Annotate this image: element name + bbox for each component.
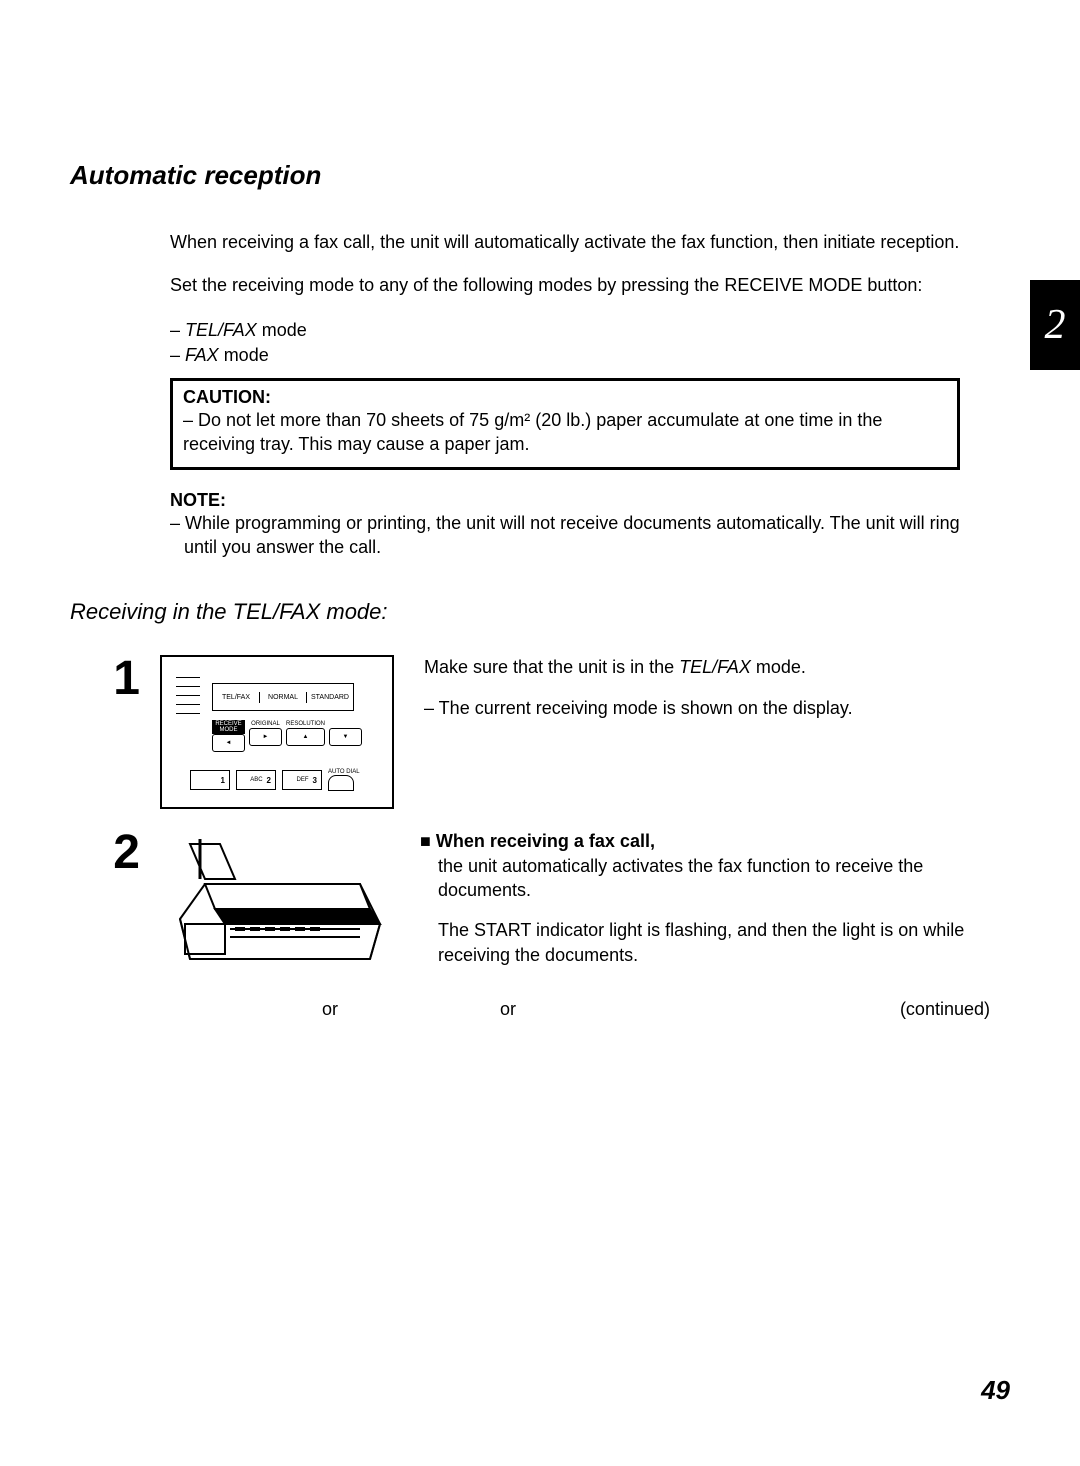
subsection-title: Receiving in the TEL/FAX mode:: [70, 599, 1010, 625]
step-1: 1 TEL/FAX NORMAL STANDARD RECEIVE MODE ◄…: [70, 655, 1010, 809]
note-text: – While programming or printing, the uni…: [170, 511, 960, 560]
mode1-prefix: –: [170, 320, 185, 340]
step-1-number: 1: [70, 655, 140, 703]
key-3: DEF3: [282, 770, 322, 790]
btn-resolution-label: RESOLUTION: [286, 720, 325, 728]
or-mid: or: [500, 999, 560, 1020]
btn-down: ▼: [329, 728, 362, 746]
caution-label: CAUTION:: [183, 387, 947, 408]
section-title: Automatic reception: [70, 160, 1010, 191]
mode2-prefix: –: [170, 345, 185, 365]
btn-receive-mode: ◄: [212, 734, 245, 752]
step-2-number: 2: [70, 829, 140, 877]
or-row: or or (continued): [160, 999, 1010, 1020]
note-block: NOTE: – While programming or printing, t…: [170, 490, 960, 560]
mode2-name: FAX: [185, 345, 219, 365]
btn-original-label: ORIGINAL: [249, 720, 282, 728]
step-2-diagram: [160, 829, 390, 979]
btn-original: ►: [249, 728, 282, 746]
note-label: NOTE:: [170, 490, 960, 511]
fax-machine-icon: [160, 829, 390, 979]
btn-receive-mode-label: RECEIVE MODE: [212, 720, 245, 734]
autodial-label: AUTO DIAL: [328, 769, 360, 775]
step-2-text: When receiving a fax call, the unit auto…: [420, 829, 1010, 966]
mode2-suffix: mode: [219, 345, 269, 365]
autodial-button: [328, 775, 354, 791]
key-1: 1: [190, 770, 230, 790]
btn-resolution: ▲: [286, 728, 325, 746]
intro-text-2: Set the receiving mode to any of the fol…: [170, 274, 960, 297]
chapter-tab: 2: [1030, 280, 1080, 370]
continued-label: (continued): [560, 999, 1010, 1020]
panel-display: TEL/FAX NORMAL STANDARD: [212, 683, 354, 711]
disp-normal: NORMAL: [260, 692, 307, 703]
page-number: 49: [981, 1375, 1010, 1406]
intro-text-1: When receiving a fax call, the unit will…: [170, 231, 960, 254]
step-2: 2 When receiving a fax cal: [70, 829, 1010, 979]
disp-telfax: TEL/FAX: [213, 692, 260, 703]
caution-box: CAUTION: – Do not let more than 70 sheet…: [170, 378, 960, 470]
key-2: ABC2: [236, 770, 276, 790]
mode-list: – TEL/FAX mode – FAX mode: [170, 318, 960, 368]
mode1-suffix: mode: [257, 320, 307, 340]
mode1-name: TEL/FAX: [185, 320, 257, 340]
step-2-bullet: When receiving a fax call,: [420, 831, 655, 851]
caution-text: – Do not let more than 70 sheets of 75 g…: [183, 408, 947, 457]
or-left: or: [160, 999, 500, 1020]
disp-standard: STANDARD: [307, 692, 353, 703]
step-1-diagram: TEL/FAX NORMAL STANDARD RECEIVE MODE ◄ O…: [160, 655, 394, 809]
step-1-text: Make sure that the unit is in the TEL/FA…: [424, 655, 1010, 720]
